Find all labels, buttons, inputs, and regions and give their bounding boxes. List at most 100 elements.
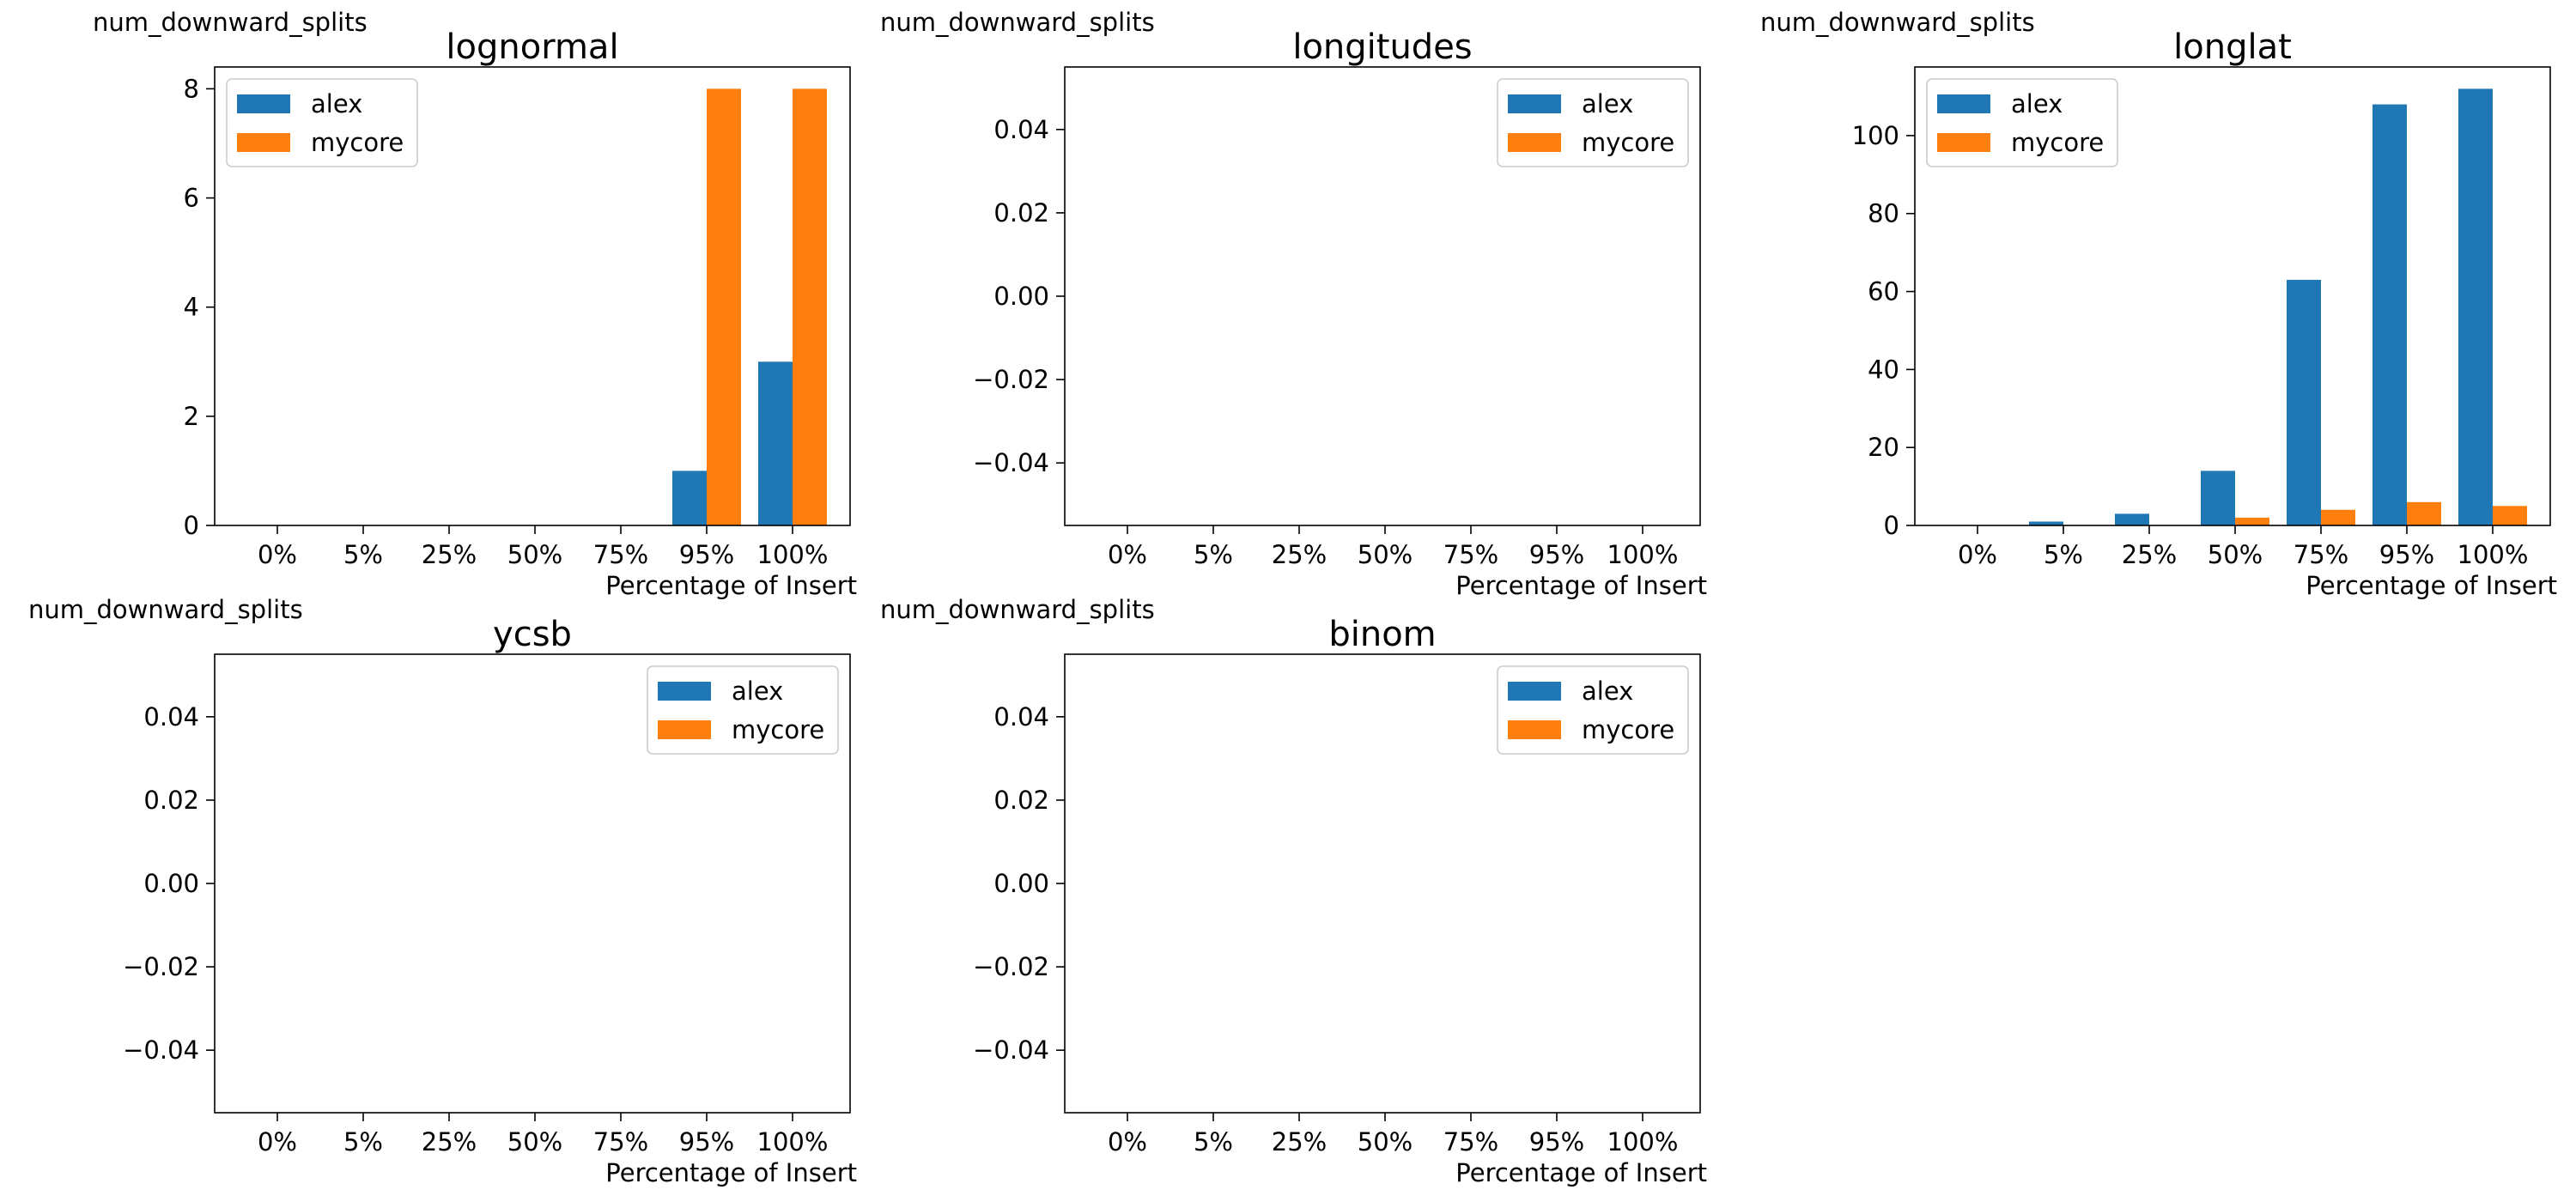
y-tick-label: −0.02	[973, 365, 1049, 394]
x-tick-label: 95%	[1529, 1127, 1584, 1156]
legend-label-mycore: mycore	[2011, 128, 2104, 157]
x-tick-label: 100%	[1607, 540, 1679, 569]
chart-title: longlat	[2173, 27, 2292, 67]
legend-label-alex: alex	[1582, 677, 1633, 706]
chart-title: ycsb	[493, 615, 572, 654]
x-tick-label: 50%	[2208, 540, 2263, 569]
y-tick-label: 0.04	[993, 702, 1049, 732]
x-tick-label: 25%	[1272, 1127, 1327, 1156]
x-tick-label: 75%	[1443, 540, 1498, 569]
bar-alex-100%	[758, 361, 793, 525]
y-tick-label: 0.00	[993, 282, 1049, 311]
y-tick-label: −0.02	[973, 952, 1049, 981]
x-tick-label: 5%	[343, 540, 383, 569]
y-tick-label: 0.02	[143, 786, 199, 815]
x-axis-label: Percentage of Insert	[2306, 571, 2557, 600]
x-tick-label: 0%	[258, 540, 297, 569]
y-tick-label: 20	[1868, 433, 1899, 462]
y-tick-label: 100	[1852, 121, 1899, 150]
y-axis-label: num_downward_splits	[880, 8, 1155, 37]
legend-label-mycore: mycore	[311, 128, 404, 157]
legend-label-mycore: mycore	[732, 715, 824, 744]
axes-frame	[214, 66, 851, 526]
x-axis-label: Percentage of Insert	[605, 571, 857, 600]
x-tick-label: 5%	[343, 1127, 383, 1156]
chart-panel-longlat: 0 20 40 60 80 100 0% 5% 25% 50% 75% 95% 100% longlat n…	[1760, 8, 2557, 600]
x-axis-label: Percentage of Insert	[1455, 571, 1707, 600]
bar-alex-5%	[2029, 521, 2063, 525]
y-axis-label: num_downward_splits	[880, 595, 1155, 624]
legend-swatch-mycore	[658, 720, 711, 739]
x-tick-label: 75%	[593, 1127, 648, 1156]
y-tick-label: 60	[1868, 277, 1899, 307]
y-tick-label: 40	[1868, 355, 1899, 384]
x-tick-label: 5%	[1194, 1127, 1233, 1156]
bar-mycore-50%	[2235, 517, 2269, 525]
chart-panel-binom: −0.04 −0.02 0.00 0.02 0.04 0% 5% 25% 50% 75% 95% 10…	[880, 595, 1707, 1187]
bar-alex-75%	[2287, 279, 2321, 525]
x-tick-label: 0%	[258, 1127, 297, 1156]
legend-swatch-mycore	[1508, 133, 1561, 152]
legend-swatch-alex	[1937, 94, 1990, 113]
bar-alex-50%	[2201, 470, 2235, 525]
x-tick-label: 5%	[1194, 540, 1233, 569]
legend: alex mycore	[1497, 665, 1689, 755]
bar-mycore-95%	[2407, 501, 2441, 525]
legend-label-alex: alex	[311, 89, 362, 118]
y-tick-label: −0.04	[123, 1035, 199, 1065]
legend-label-mycore: mycore	[1582, 715, 1674, 744]
legend-label-alex: alex	[2011, 89, 2063, 118]
y-tick-label: 6	[184, 184, 199, 213]
x-tick-label: 75%	[2293, 540, 2348, 569]
x-tick-label: 95%	[1529, 540, 1584, 569]
bar-alex-25%	[2115, 513, 2149, 525]
x-tick-label: 50%	[1358, 1127, 1413, 1156]
y-tick-label: −0.04	[973, 448, 1049, 477]
x-tick-label: 25%	[422, 1127, 477, 1156]
bar-mycore-100%	[2493, 506, 2527, 525]
y-axis-label: num_downward_splits	[93, 8, 368, 37]
legend: alex mycore	[226, 78, 418, 167]
legend-swatch-alex	[658, 682, 711, 701]
y-tick-label: 0.00	[143, 869, 199, 898]
bar-mycore-95%	[707, 88, 741, 526]
y-tick-label: −0.02	[123, 952, 199, 981]
x-tick-label: 95%	[679, 540, 734, 569]
legend: alex mycore	[1926, 78, 2118, 167]
legend-swatch-alex	[1508, 682, 1561, 701]
legend-swatch-mycore	[1508, 720, 1561, 739]
legend-label-alex: alex	[732, 677, 783, 706]
x-tick-label: 50%	[507, 1127, 562, 1156]
y-tick-label: 0.00	[993, 869, 1049, 898]
bar-alex-95%	[2372, 104, 2407, 525]
y-tick-label: −0.04	[973, 1035, 1049, 1065]
y-tick-label: 0.04	[993, 115, 1049, 144]
chart-title: binom	[1328, 615, 1436, 654]
x-tick-label: 100%	[1607, 1127, 1679, 1156]
chart-panel-lognormal: 0 2 4 6 8 0% 5% 25% 50% 75% 95% 100% lognormal num_do…	[93, 8, 857, 600]
y-tick-label: 0	[1884, 511, 1899, 540]
y-tick-label: 80	[1868, 199, 1899, 228]
x-tick-label: 100%	[757, 1127, 829, 1156]
x-tick-label: 75%	[593, 540, 648, 569]
bar-mycore-75%	[2321, 509, 2355, 525]
x-axis-label: Percentage of Insert	[605, 1158, 857, 1187]
y-tick-label: 8	[184, 74, 199, 103]
chart-title: longitudes	[1292, 27, 1472, 67]
x-tick-label: 25%	[422, 540, 477, 569]
legend-swatch-alex	[1508, 94, 1561, 113]
x-tick-label: 100%	[757, 540, 829, 569]
y-tick-label: 0.02	[993, 786, 1049, 815]
x-tick-label: 25%	[1272, 540, 1327, 569]
legend-label-mycore: mycore	[1582, 128, 1674, 157]
y-tick-label: 0.02	[993, 198, 1049, 228]
y-axis-label: num_downward_splits	[28, 595, 303, 624]
chart-title: lognormal	[446, 27, 618, 67]
x-tick-label: 75%	[1443, 1127, 1498, 1156]
bar-alex-100%	[2458, 88, 2493, 526]
x-tick-label: 25%	[2122, 540, 2177, 569]
chart-panel-ycsb: −0.04 −0.02 0.00 0.02 0.04 0% 5% 25% 50% 75% 95% 10…	[28, 595, 857, 1187]
x-axis-label: Percentage of Insert	[1455, 1158, 1707, 1187]
legend-swatch-mycore	[237, 133, 290, 152]
